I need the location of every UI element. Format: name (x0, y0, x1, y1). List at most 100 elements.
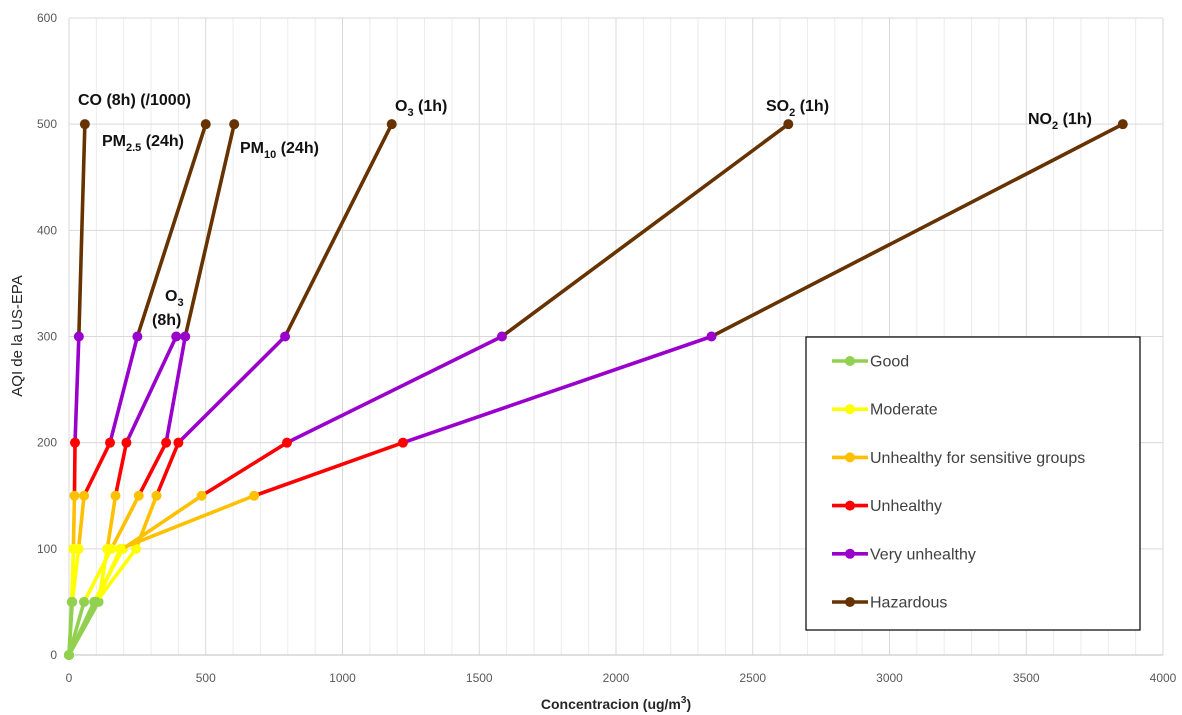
data-point (133, 490, 144, 501)
series-segment (154, 440, 181, 498)
data-point (280, 331, 291, 342)
data-point (132, 331, 143, 342)
series-segment (67, 600, 75, 657)
data-point (200, 119, 211, 130)
data-point (131, 543, 142, 554)
legend-swatch-marker (845, 452, 855, 463)
series-segment (176, 334, 287, 445)
data-point (79, 119, 90, 130)
data-point (783, 119, 794, 130)
legend-swatch-marker (845, 500, 855, 511)
y-tick-label: 300 (37, 330, 57, 344)
x-tick-label: 500 (196, 671, 216, 685)
series-segment (252, 440, 405, 498)
legend-items: Good Moderate Unhealthy for sensitive grou… (832, 354, 1085, 612)
axis-ticks: 0 100 200 300 400 500 600 0 500 1000 1500 2000 2500 3… (37, 11, 1177, 685)
data-point (102, 543, 113, 554)
x-tick-label: 3500 (1013, 671, 1040, 685)
annotation-pm25: PM2.5 (24h) (102, 133, 184, 154)
legend-item-moderate: Moderate (832, 402, 938, 419)
data-point (196, 490, 207, 501)
legend-item-very-unhealthy: Very unhealthy (832, 546, 976, 563)
series-so2 (64, 119, 794, 660)
series-segment (136, 440, 168, 498)
data-point (171, 331, 182, 342)
series-segment (118, 493, 256, 551)
annotation-o3-1h: O3 (1h) (395, 98, 447, 119)
x-tick-label: 3000 (876, 671, 903, 685)
series-segment (77, 122, 87, 339)
legend-swatch-marker (845, 597, 855, 607)
series-co (64, 119, 90, 660)
data-point (121, 437, 132, 448)
series-segment (121, 493, 204, 551)
data-point (706, 331, 717, 342)
y-axis-title: AQI de la US-EPA (9, 275, 26, 396)
series-segment (72, 440, 77, 498)
legend-label: Very unhealthy (870, 546, 976, 563)
legend-item-good: Good (832, 354, 909, 371)
y-tick-label: 200 (37, 436, 57, 450)
data-point (73, 543, 84, 554)
data-point (79, 596, 90, 607)
data-point (69, 490, 80, 501)
y-tick-label: 500 (37, 117, 57, 131)
series-segment (199, 440, 289, 498)
series-segment (124, 334, 179, 445)
data-point (161, 437, 172, 448)
y-tick-label: 0 (50, 648, 57, 662)
annotation-o3-8h: O3 (165, 288, 184, 309)
x-tick-label: 2000 (603, 671, 630, 685)
x-tick-label: 1000 (329, 671, 356, 685)
data-point (249, 490, 260, 501)
series-segment (285, 334, 504, 445)
legend-item-unhealthy: Unhealthy (832, 498, 942, 515)
data-point (79, 490, 90, 501)
data-point (91, 596, 102, 607)
series-segment (105, 493, 118, 551)
y-tick-label: 600 (37, 11, 57, 25)
series-segment (108, 334, 140, 445)
series-no2 (64, 119, 1128, 660)
data-point (110, 490, 121, 501)
y-tick-label: 100 (37, 542, 57, 556)
data-point (64, 650, 74, 660)
series-segment (76, 493, 86, 551)
series-segment (709, 122, 1125, 339)
series-annotations: CO (8h) (/1000) PM2.5 (24h) PM10 (24h) O3 (8… (78, 92, 1092, 329)
x-axis-title: Concentracion (ug/m3) (541, 695, 691, 712)
series-segment (164, 334, 188, 445)
legend-label: Hazardous (870, 595, 947, 612)
annotation-no2: NO2 (1h) (1028, 111, 1092, 132)
x-axis-title-sup: 3 (681, 695, 687, 706)
data-point (386, 119, 397, 130)
annotation-o3-8h-line2: (8h) (152, 312, 181, 329)
legend-label: Unhealthy for sensitive groups (870, 450, 1085, 467)
data-point (173, 437, 184, 448)
legend-label: Moderate (870, 402, 938, 419)
series-segment (283, 122, 394, 339)
series-segment (500, 122, 791, 339)
data-point (151, 490, 162, 501)
x-tick-label: 4000 (1150, 671, 1177, 685)
annotation-pm10: PM10 (24h) (240, 140, 319, 161)
series-segment (109, 493, 141, 551)
series-pm10 (64, 119, 240, 660)
legend-item-unhealthy-for-sensitive-groups: Unhealthy for sensitive groups (832, 450, 1085, 467)
legend-item-hazardous: Hazardous (832, 595, 947, 612)
legend-swatch-marker (845, 404, 855, 415)
series-lines (64, 119, 1128, 660)
data-point (281, 437, 292, 448)
data-point (105, 437, 116, 448)
series-segment (183, 122, 236, 339)
data-point (229, 119, 240, 130)
series-segment (401, 334, 714, 445)
legend-swatch-marker (845, 548, 855, 559)
series-segment (94, 547, 123, 604)
x-axis-title-main: Concentracion (ug/m (541, 696, 681, 712)
data-point (70, 437, 81, 448)
series-segment (67, 600, 99, 657)
annotation-so2: SO2 (1h) (766, 98, 829, 119)
data-point (73, 331, 84, 342)
